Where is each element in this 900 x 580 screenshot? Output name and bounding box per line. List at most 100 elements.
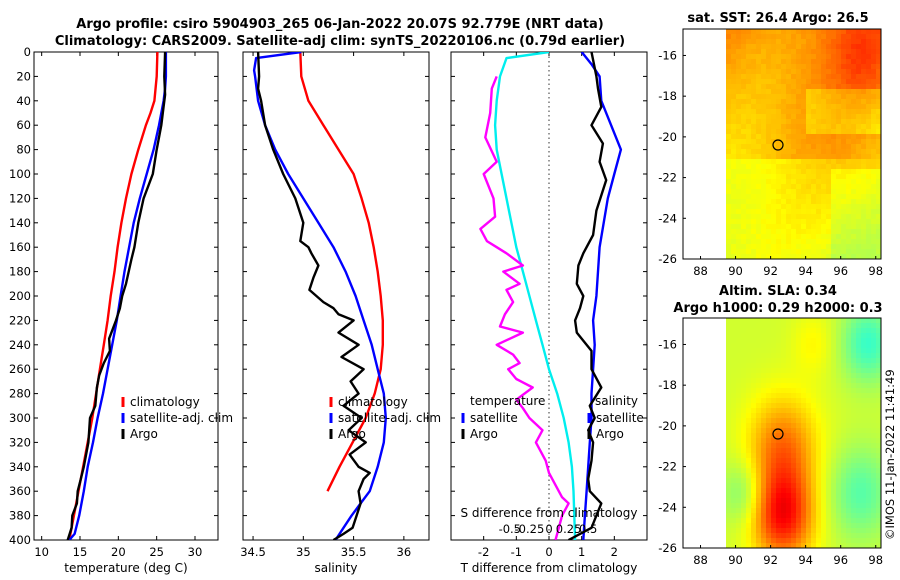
sst-cell	[836, 169, 842, 175]
sst-cell	[736, 64, 742, 70]
sst-cell	[846, 134, 852, 140]
sla-cell	[776, 408, 782, 414]
sla-cell	[751, 408, 757, 414]
sst-cell	[811, 44, 817, 50]
sst-cell	[876, 159, 881, 165]
sst-cell	[861, 154, 867, 160]
sla-cell	[726, 323, 732, 329]
sla-cell	[726, 363, 732, 369]
sst-cell	[816, 219, 822, 225]
sla-cell	[731, 323, 737, 329]
sla-cell	[831, 533, 837, 539]
sst-cell	[776, 159, 782, 165]
sla-cell	[741, 468, 747, 474]
sst-cell	[766, 34, 772, 40]
sst-cell	[781, 109, 787, 115]
sst-cell	[776, 89, 782, 95]
sst-cell	[731, 104, 737, 110]
sla-cell	[826, 408, 832, 414]
sst-cell	[796, 239, 802, 245]
sst-cell	[846, 44, 852, 50]
sla-cell	[826, 503, 832, 509]
sla-cell	[866, 508, 872, 514]
sst-cell	[811, 89, 817, 95]
depth-tick-label: 140	[9, 216, 31, 230]
sla-cell	[841, 338, 847, 344]
sst-cell	[776, 29, 782, 35]
sst-cell	[851, 144, 857, 150]
sla-cell	[826, 438, 832, 444]
sla-cell	[761, 438, 767, 444]
sst-cell	[751, 209, 757, 215]
sst-cell	[841, 114, 847, 120]
sla-cell	[791, 483, 797, 489]
sla-cell	[726, 508, 732, 514]
sla-cell	[841, 463, 847, 469]
x2-tick-label: 0.5	[579, 522, 597, 536]
sla-cell	[781, 488, 787, 494]
sla-cell	[806, 343, 812, 349]
sla-cell	[836, 433, 842, 439]
sst-cell	[821, 164, 827, 170]
sla-cell	[791, 338, 797, 344]
sst-cell	[826, 254, 832, 259]
sla-cell	[831, 493, 837, 499]
sst-cell	[836, 64, 842, 70]
sst-cell	[756, 234, 762, 240]
sst-cell	[756, 124, 762, 130]
sst-cell	[786, 239, 792, 245]
sst-cell	[841, 44, 847, 50]
sla-cell	[846, 333, 852, 339]
sla-cell	[791, 373, 797, 379]
sla-cell	[726, 503, 732, 509]
sla-cell	[856, 393, 862, 399]
sla-cell	[876, 488, 881, 494]
sla-cell	[841, 398, 847, 404]
sst-cell	[771, 109, 777, 115]
depth-tick-label: 200	[9, 289, 31, 303]
sst-cell	[841, 239, 847, 245]
sla-cell	[736, 483, 742, 489]
sst-cell	[806, 204, 812, 210]
sst-cell	[871, 94, 877, 100]
sst-cell	[746, 154, 752, 160]
sla-cell	[756, 438, 762, 444]
sla-cell	[876, 413, 881, 419]
sla-cell	[826, 363, 832, 369]
sla-cell	[746, 418, 752, 424]
sst-cell	[786, 154, 792, 160]
sla-cell	[821, 508, 827, 514]
sst-cell	[746, 114, 752, 120]
sst-cell	[726, 119, 732, 125]
sla-cell	[796, 353, 802, 359]
sst-cell	[861, 94, 867, 100]
sla-cell	[771, 468, 777, 474]
sst-cell	[831, 114, 837, 120]
sst-cell	[851, 89, 857, 95]
sla-cell	[756, 528, 762, 534]
sla-cell	[751, 398, 757, 404]
sst-cell	[831, 89, 837, 95]
sst-cell	[831, 149, 837, 155]
sla-cell	[821, 438, 827, 444]
sst-cell	[826, 199, 832, 205]
sla-cell	[791, 528, 797, 534]
sla-cell	[761, 538, 767, 544]
sst-cell	[826, 214, 832, 220]
lon-tick-label: 94	[798, 553, 813, 567]
sst-cell	[861, 174, 867, 180]
sst-cell	[826, 184, 832, 190]
sst-cell	[831, 109, 837, 115]
sst-cell	[866, 99, 872, 105]
sst-cell	[771, 134, 777, 140]
sla-cell	[776, 463, 782, 469]
sla-cell	[871, 343, 877, 349]
sst-cell	[796, 179, 802, 185]
sla-cell	[791, 393, 797, 399]
sst-cell	[836, 69, 842, 75]
sst-cell	[841, 109, 847, 115]
sla-cell	[771, 393, 777, 399]
sst-cell	[726, 49, 732, 55]
sst-cell	[806, 129, 812, 135]
sla-cell	[801, 343, 807, 349]
